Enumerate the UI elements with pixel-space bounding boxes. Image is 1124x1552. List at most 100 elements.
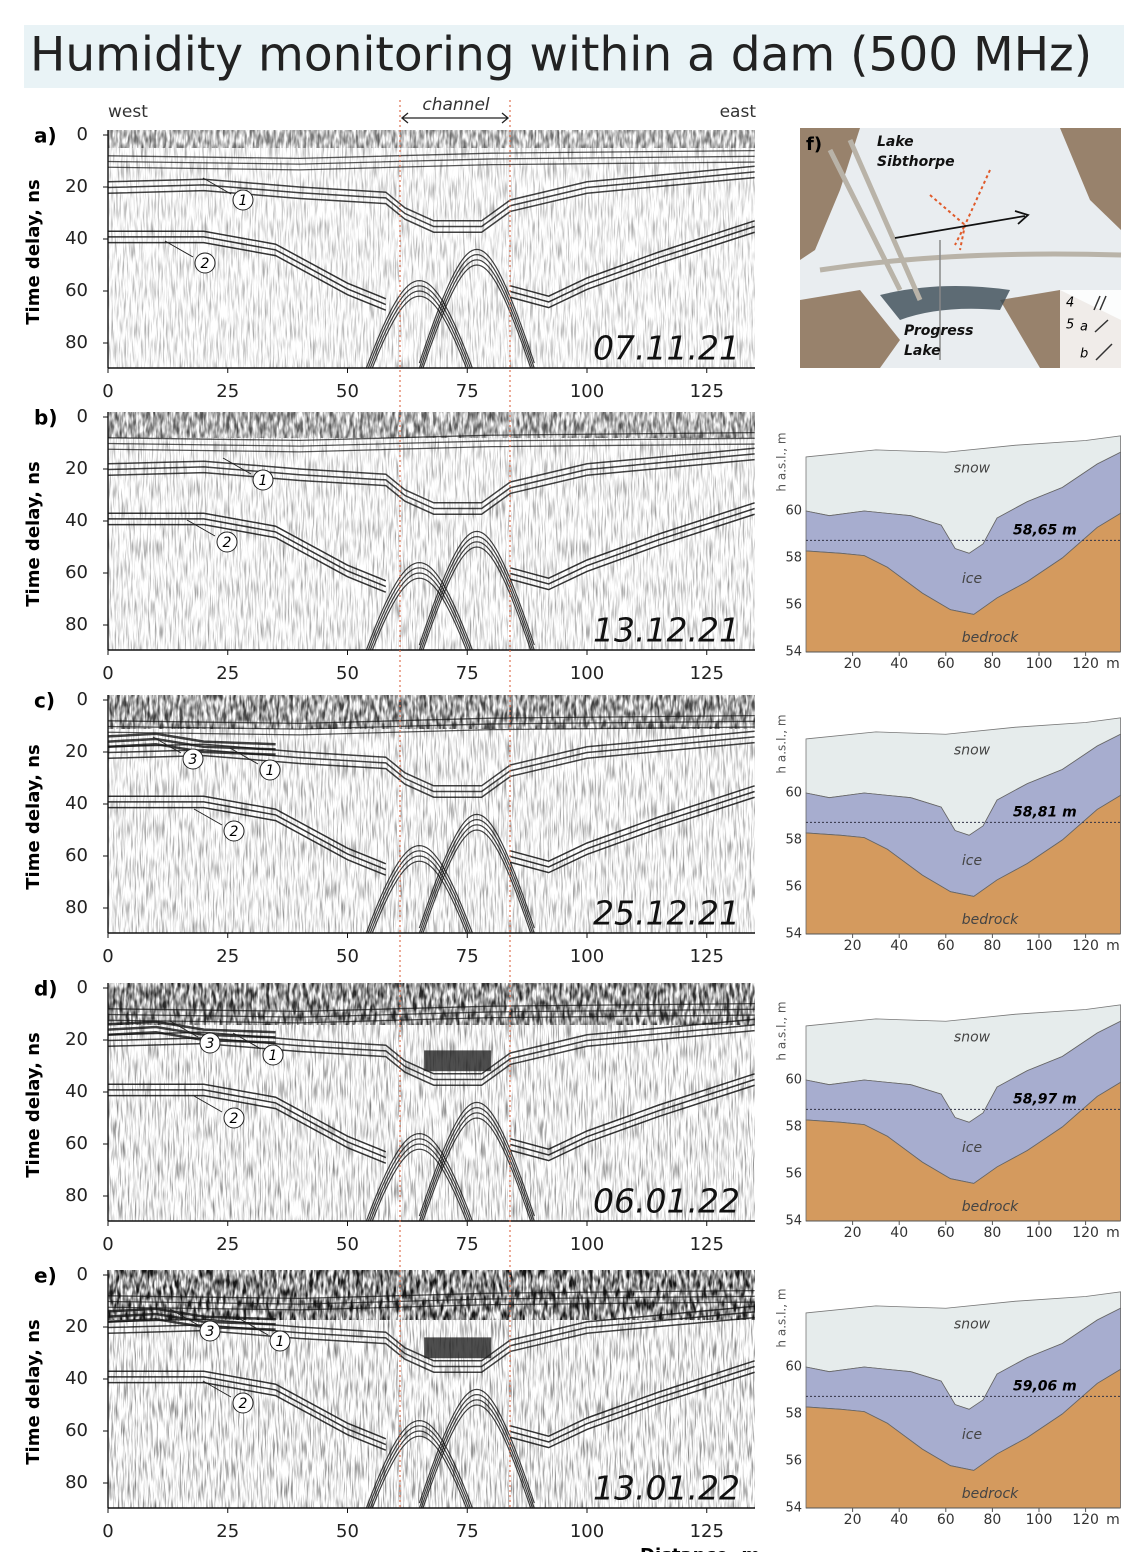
water-level-label: 58,97 m: [1013, 1091, 1077, 1107]
marker-circle: [269, 1330, 291, 1352]
marker-circle: [223, 1107, 245, 1129]
x-tick-label: 125: [690, 663, 724, 684]
x-axis-label: Distance, m: [640, 1545, 760, 1552]
section-x-tick-label: 120: [1072, 1512, 1099, 1528]
reflection: [418, 535, 535, 650]
section-x-tick-label: 120: [1072, 938, 1099, 954]
reflection: [422, 546, 532, 650]
x-tick-label: 75: [456, 946, 479, 967]
y-tick-label: 60: [65, 1133, 88, 1154]
lake-label: Progress: [904, 323, 973, 339]
reflection: [108, 801, 387, 871]
reflection: [108, 1301, 755, 1311]
reflection: [371, 860, 468, 933]
section-x-tick-label: 60: [937, 1225, 955, 1241]
marker-label: 1: [269, 1048, 278, 1064]
marker-label: 2: [230, 824, 239, 840]
channel-fill: [424, 1337, 492, 1359]
reflection: [371, 1435, 468, 1508]
reflection: [108, 437, 755, 447]
section-y-tick-label: 54: [785, 927, 802, 942]
marker-label: 1: [276, 1334, 285, 1350]
cross-section: 58,81 m snow ice bedrock 54 56 58 60 20 40 60 80 100…: [775, 714, 1121, 954]
x-tick-label: 75: [456, 381, 479, 402]
y-tick-label: 20: [65, 741, 88, 762]
section-y-tick-label: 58: [785, 1407, 802, 1422]
reflection: [108, 1307, 276, 1321]
reflection: [420, 1112, 534, 1221]
section-x-tick-label: 40: [890, 938, 908, 954]
section-y-tick-label: 60: [785, 504, 802, 519]
profile-a: [894, 210, 1030, 239]
reflection: [108, 431, 755, 442]
y-tick-label: 60: [65, 562, 88, 583]
section-y-tick-label: 54: [785, 1214, 802, 1229]
radargram: 0 20 40 60 80 0 25 50 75 100 125 Time delay, ns a) 07…: [23, 124, 755, 402]
x-tick-label: 0: [102, 381, 113, 402]
reflection: [422, 1404, 532, 1508]
section-x-tick-label: 100: [1026, 1512, 1053, 1528]
y-tick-label: 20: [65, 1029, 88, 1050]
reflection: [108, 447, 755, 504]
reflection: [365, 1132, 473, 1221]
reflection: [108, 443, 755, 453]
reflection: [510, 507, 755, 585]
section-x-tick-label: 80: [983, 656, 1001, 672]
reflection: [510, 796, 755, 874]
y-tick-label: 60: [65, 280, 88, 301]
section-x-unit: m: [1106, 1512, 1120, 1528]
x-tick-label: 50: [336, 663, 359, 684]
reflection: [108, 1089, 387, 1159]
layer-label: ice: [962, 1140, 982, 1156]
layer-label: bedrock: [962, 630, 1019, 646]
date-label: 07.11.21: [593, 329, 740, 368]
section-x-tick-label: 20: [844, 938, 862, 954]
reflection: [367, 285, 472, 368]
reflection: [365, 279, 473, 368]
section-y-label: h a.s.l., m: [775, 714, 789, 773]
marker-leader: [239, 1318, 269, 1336]
radargram: 0 20 40 60 80 0 25 50 75 100 125 Time delay, ns c) 25…: [23, 689, 755, 967]
map-legend-label: a: [1080, 320, 1088, 335]
section-x-tick-label: 60: [937, 656, 955, 672]
terrain: [800, 128, 1121, 368]
bedrock-layer: [805, 794, 1121, 935]
reflection: [371, 295, 468, 368]
reflection: [108, 1316, 755, 1373]
marker-leader: [202, 1380, 232, 1398]
section-y-tick-label: 60: [785, 1360, 802, 1375]
reflection: [108, 1317, 276, 1331]
reflection: [365, 561, 473, 650]
section-x-tick-label: 120: [1072, 656, 1099, 672]
reflection: [365, 1419, 473, 1508]
y-tick-label: 80: [65, 1185, 88, 1206]
channel-arrow: [400, 112, 510, 124]
section-x-tick-label: 80: [983, 1225, 1001, 1241]
marker-circle: [199, 1320, 221, 1342]
marker-circle: [182, 748, 204, 770]
section-y-tick-label: 56: [785, 1167, 802, 1182]
section-x-tick-label: 20: [844, 1512, 862, 1528]
reflection: [418, 1388, 535, 1504]
marker-circle: [223, 820, 245, 842]
reflection: [418, 818, 535, 933]
bedrock-layer: [805, 1368, 1121, 1509]
cross-section: 59,06 m snow ice bedrock 54 56 58 60 20 40 60 80 100…: [775, 1288, 1121, 1528]
reflection: [108, 518, 387, 588]
x-tick-label: 100: [570, 663, 604, 684]
reflection: [418, 1101, 535, 1217]
reflection: [108, 732, 276, 746]
reflection: [510, 225, 755, 303]
dam-road: [819, 138, 1122, 302]
water-level-label: 59,06 m: [1013, 1378, 1077, 1394]
reflection: [510, 1371, 755, 1449]
reflection: [365, 844, 473, 933]
map: f) Lake Sibthorpe Progress Lake 4 5 ab: [800, 128, 1122, 368]
marker-circle: [232, 1392, 254, 1414]
reflection: [510, 1078, 755, 1156]
reflection: [369, 1143, 470, 1221]
legend-symbols: [1093, 295, 1113, 361]
y-tick-label: 60: [65, 1420, 88, 1441]
panel-label: b): [34, 406, 57, 430]
